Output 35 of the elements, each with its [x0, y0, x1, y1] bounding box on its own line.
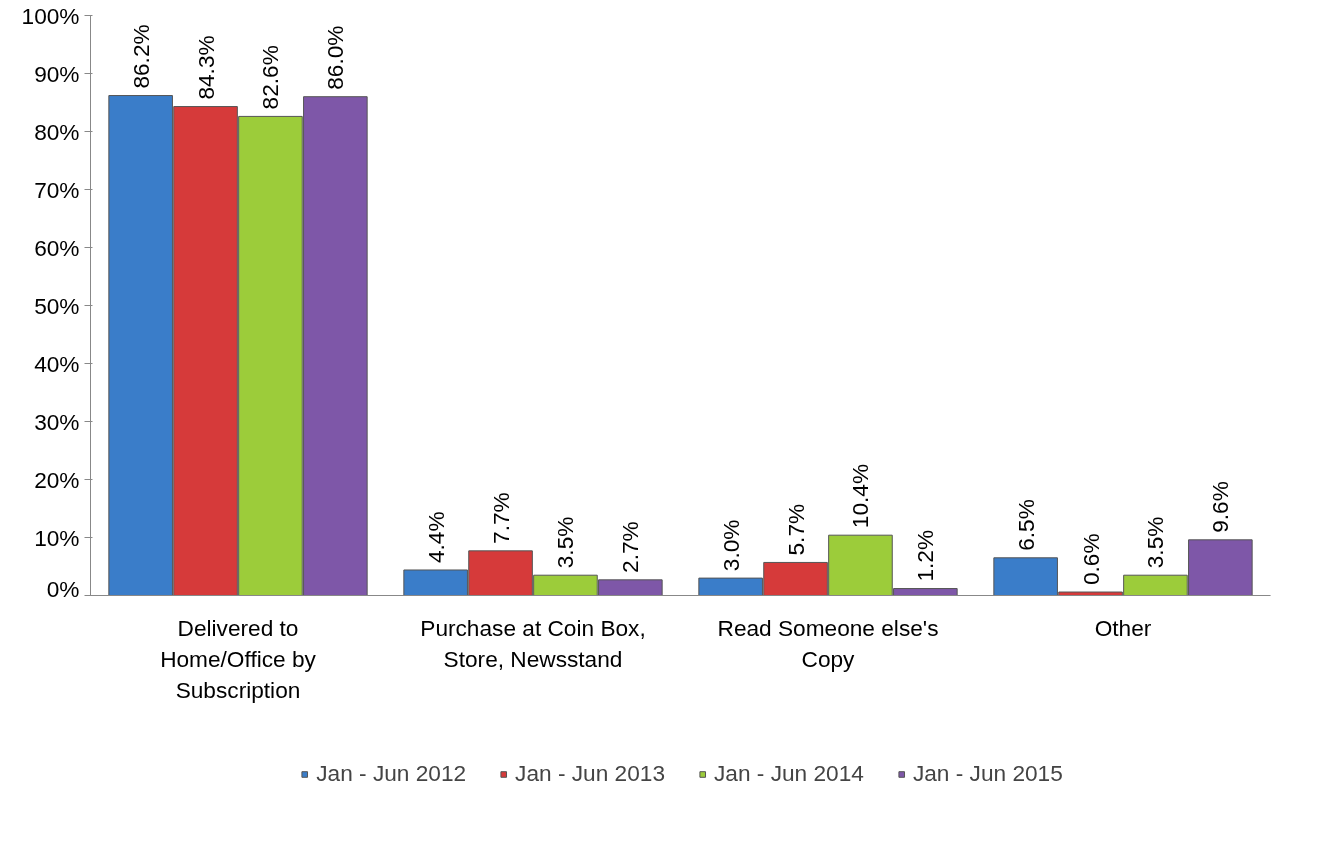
y-tick-label: 20%: [34, 466, 80, 493]
data-label: 84.3%: [192, 35, 219, 100]
data-label: 0.6%: [1077, 533, 1104, 586]
y-tick-label: 80%: [34, 118, 80, 145]
x-tick-label: Purchase at Coin Box, Store, Newsstand: [420, 614, 646, 672]
data-label: 4.4%: [422, 511, 449, 564]
data-label: 3.5%: [552, 516, 579, 569]
legend-label: Jan - Jun 2015: [912, 760, 1063, 787]
y-tick-label: 100%: [21, 2, 80, 29]
y-tick-label: 60%: [34, 234, 80, 261]
y-tick-label: 10%: [34, 524, 80, 551]
data-label: 1.2%: [912, 529, 939, 582]
x-tick-label: Read Someone else's Copy: [717, 614, 939, 672]
y-tick-label: 70%: [34, 176, 80, 203]
legend-label: Jan - Jun 2012: [316, 760, 467, 787]
data-label: 5.7%: [782, 503, 809, 556]
data-label: 7.7%: [487, 492, 514, 544]
y-tick-label: 90%: [34, 60, 80, 87]
legend-label: Jan - Jun 2013: [515, 760, 665, 787]
data-label: 86.0%: [322, 25, 349, 90]
data-label: 9.6%: [1207, 481, 1234, 533]
data-label: 6.5%: [1012, 499, 1039, 551]
x-tick-label: Delivered to Home/Office by Subscription: [160, 614, 317, 704]
x-tick-label: Other: [1094, 614, 1152, 641]
data-label: 10.4%: [847, 463, 874, 529]
data-label: 86.2%: [127, 24, 154, 89]
legend-label: Jan - Jun 2014: [714, 760, 864, 787]
data-label: 3.0%: [717, 519, 744, 572]
y-tick-label: 0%: [46, 575, 80, 602]
y-tick-label: 40%: [34, 350, 80, 377]
data-label: 82.6%: [257, 45, 284, 110]
data-label: 3.5%: [1142, 516, 1169, 569]
data-label: 2.7%: [617, 521, 644, 573]
y-tick-label: 30%: [34, 408, 80, 435]
y-tick-label: 50%: [34, 292, 80, 319]
